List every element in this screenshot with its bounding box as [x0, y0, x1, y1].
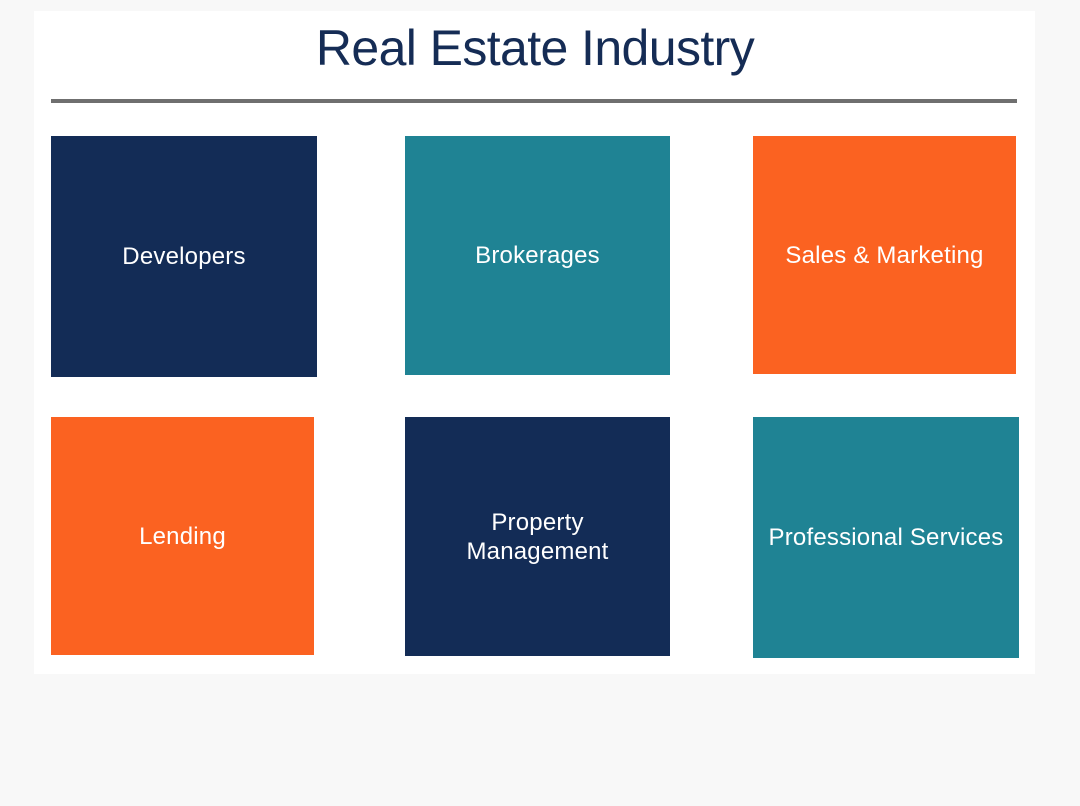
- tile-lending: Lending: [51, 417, 314, 655]
- tile-brokerages: Brokerages: [405, 136, 670, 375]
- diagram-title: Real Estate Industry: [315, 20, 755, 76]
- tile-label-lending: Lending: [139, 522, 226, 550]
- tile-sales-marketing: Sales & Marketing: [753, 136, 1016, 374]
- tile-label-developers: Developers: [122, 243, 246, 270]
- tile-developers: Developers: [51, 136, 317, 377]
- tile-label-property-management: Property Management: [466, 508, 609, 565]
- tile-label-sales-marketing: Sales & Marketing: [785, 241, 984, 269]
- title-divider: [51, 99, 1017, 103]
- tile-professional-services: Professional Services: [753, 417, 1019, 658]
- tile-label-professional-services: Professional Services: [768, 524, 1004, 551]
- tile-property-management: Property Management: [405, 417, 670, 656]
- tile-label-brokerages: Brokerages: [475, 242, 600, 269]
